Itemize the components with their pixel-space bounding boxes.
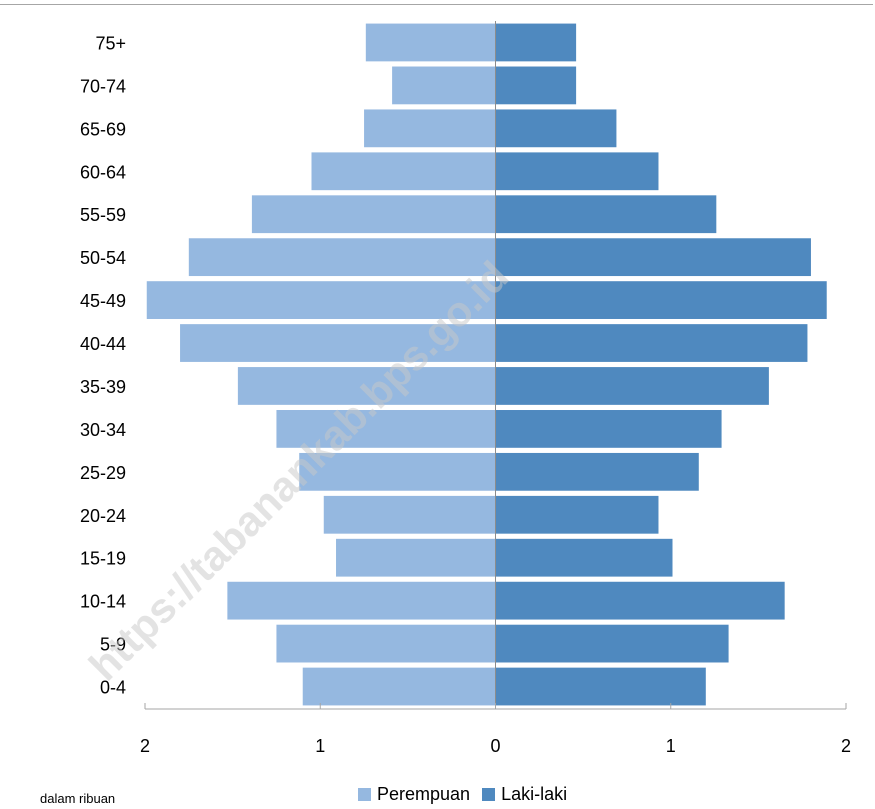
- category-label-75+: 75+: [95, 33, 126, 53]
- legend: Perempuan Laki-laki: [358, 784, 579, 805]
- bar-laki-laki-60-64: [495, 152, 659, 191]
- bar-laki-laki-15-19: [495, 538, 673, 577]
- bar-perempuan-20-24: [323, 495, 496, 534]
- top-border-line: [0, 4, 873, 5]
- bar-perempuan-35-39: [237, 367, 496, 405]
- bar-perempuan-55-59: [251, 195, 496, 234]
- x-tick-label-4: 2: [841, 736, 851, 756]
- bar-laki-laki-45-49: [495, 281, 827, 319]
- bar-perempuan-25-29: [299, 452, 496, 491]
- category-label-30-34: 30-34: [80, 420, 126, 440]
- bar-perempuan-50-54: [188, 238, 496, 277]
- bar-laki-laki-65-69: [495, 109, 617, 148]
- bar-laki-laki-10-14: [495, 581, 785, 620]
- x-tick-label-2: 0: [490, 736, 500, 756]
- category-label-55-59: 55-59: [80, 205, 126, 225]
- legend-item-perempuan: Perempuan: [358, 784, 470, 805]
- bar-perempuan-70-74: [392, 66, 496, 105]
- bar-perempuan-75+: [365, 23, 496, 62]
- legend-swatch-perempuan: [358, 788, 371, 801]
- bar-laki-laki-75+: [495, 23, 577, 62]
- bar-laki-laki-20-24: [495, 495, 659, 534]
- x-tick-label-1: 1: [315, 736, 325, 756]
- bar-laki-laki-50-54: [495, 238, 811, 277]
- category-label-10-14: 10-14: [80, 592, 126, 612]
- x-tick-label-0: 2: [140, 736, 150, 756]
- population-pyramid-chart: 0-4 5-9 10-14 15-19 20-24 25-29 30-34 35-39 40-4…: [80, 21, 851, 756]
- category-label-20-24: 20-24: [80, 506, 126, 526]
- bar-perempuan-0-4: [302, 667, 496, 706]
- bar-perempuan-45-49: [146, 281, 496, 319]
- bar-laki-laki-35-39: [495, 367, 769, 405]
- bar-laki-laki-55-59: [495, 195, 717, 234]
- x-tick-label-3: 1: [666, 736, 676, 756]
- category-label-60-64: 60-64: [80, 162, 126, 182]
- bar-perempuan-65-69: [364, 109, 496, 148]
- bar-perempuan-10-14: [227, 581, 496, 620]
- category-label-0-4: 0-4: [100, 678, 126, 698]
- bar-perempuan-30-34: [276, 410, 496, 448]
- bar-perempuan-60-64: [311, 152, 496, 191]
- bar-laki-laki-30-34: [495, 410, 722, 448]
- category-label-50-54: 50-54: [80, 248, 126, 268]
- legend-label-perempuan: Perempuan: [377, 784, 471, 804]
- bar-perempuan-40-44: [180, 324, 496, 362]
- bar-laki-laki-70-74: [495, 66, 577, 105]
- unit-note: dalam ribuan: [40, 791, 116, 806]
- category-label-45-49: 45-49: [80, 291, 126, 311]
- bar-perempuan-5-9: [276, 624, 496, 663]
- bar-laki-laki-40-44: [495, 324, 808, 362]
- legend-item-laki-laki: Laki-laki: [482, 784, 567, 805]
- bar-laki-laki-5-9: [495, 624, 729, 663]
- bar-laki-laki-25-29: [495, 452, 699, 491]
- category-label-40-44: 40-44: [80, 334, 126, 354]
- legend-label-laki-laki: Laki-laki: [501, 784, 568, 804]
- category-label-65-69: 65-69: [80, 119, 126, 139]
- category-label-5-9: 5-9: [100, 635, 126, 655]
- category-label-25-29: 25-29: [80, 463, 126, 483]
- bar-laki-laki-0-4: [495, 667, 706, 706]
- bar-perempuan-15-19: [336, 538, 496, 577]
- category-label-15-19: 15-19: [80, 549, 126, 569]
- category-label-70-74: 70-74: [80, 76, 126, 96]
- legend-swatch-laki-laki: [482, 788, 496, 801]
- category-label-35-39: 35-39: [80, 377, 126, 397]
